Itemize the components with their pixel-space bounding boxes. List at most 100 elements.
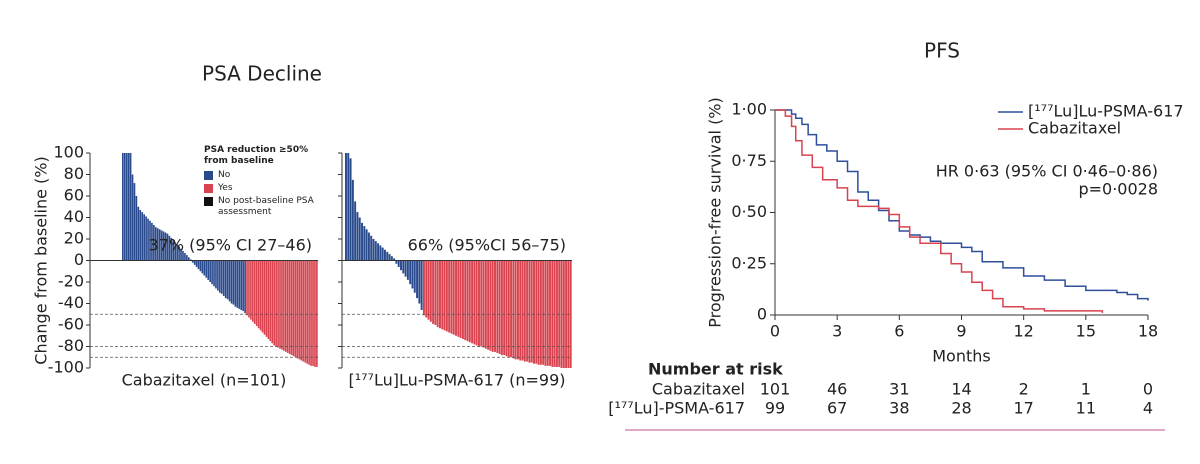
- bar: [404, 260, 407, 277]
- bar: [296, 260, 299, 359]
- bar: [207, 260, 210, 280]
- bar: [455, 260, 458, 336]
- bar: [526, 260, 529, 362]
- bar: [230, 260, 233, 304]
- bar: [137, 206, 140, 261]
- bar: [422, 260, 425, 316]
- bar: [308, 260, 310, 365]
- bar: [131, 174, 134, 261]
- bar: [436, 260, 439, 328]
- bar: [397, 260, 400, 267]
- bar: [217, 260, 219, 291]
- bar: [168, 235, 171, 261]
- bar: [416, 260, 419, 299]
- x-tick-label: 18: [1138, 322, 1158, 341]
- bar: [365, 229, 368, 261]
- y-tick-label: 0: [757, 305, 767, 324]
- bar: [257, 260, 260, 329]
- y-axis-label: Progression-free survival (%): [706, 97, 725, 328]
- bar: [267, 260, 270, 339]
- bar: [197, 260, 200, 270]
- legend-label: [¹⁷⁷Lu]Lu-PSMA-617: [1028, 102, 1184, 121]
- bar: [519, 260, 522, 361]
- bar: [232, 260, 235, 305]
- legend-label: Yes: [218, 183, 233, 193]
- bar: [184, 252, 186, 261]
- bar: [565, 260, 568, 368]
- bar: [468, 260, 471, 343]
- bar: [153, 225, 155, 261]
- bar: [514, 260, 517, 360]
- bar: [186, 255, 188, 261]
- bar: [400, 260, 402, 271]
- bar: [452, 260, 455, 335]
- bar: [367, 232, 370, 261]
- y-tick-label: -40: [58, 293, 84, 312]
- bar: [439, 260, 441, 329]
- bar: [443, 260, 446, 331]
- bar: [187, 257, 190, 261]
- bar: [261, 260, 264, 333]
- bar: [174, 242, 177, 261]
- bar: [316, 260, 318, 367]
- risk-count: 2: [1019, 380, 1029, 399]
- bar: [542, 260, 545, 365]
- risk-count: 31: [889, 380, 909, 399]
- bar: [427, 260, 430, 320]
- bar: [528, 260, 531, 363]
- risk-count: 101: [760, 380, 791, 399]
- chart-title: PSA Decline: [202, 62, 322, 86]
- legend-entry: No post-baseline PSA assessment: [204, 196, 314, 218]
- bar: [409, 260, 412, 285]
- x-tick-label: 3: [832, 322, 842, 341]
- bar: [283, 260, 285, 351]
- bar: [354, 201, 357, 261]
- bar: [395, 260, 398, 264]
- x-axis-label: Months: [932, 347, 990, 366]
- bar: [143, 214, 145, 261]
- bar: [381, 247, 384, 261]
- bar: [253, 260, 256, 324]
- bar: [482, 260, 485, 348]
- bar: [471, 260, 474, 344]
- bar: [500, 260, 503, 356]
- bar: [432, 260, 435, 324]
- risk-count: 0: [1143, 380, 1153, 399]
- bar: [156, 228, 159, 261]
- survival-curve: [775, 109, 1104, 313]
- bar: [363, 226, 366, 261]
- bar: [505, 260, 508, 357]
- bar: [466, 260, 469, 342]
- bar: [259, 260, 262, 331]
- bar: [147, 218, 149, 261]
- bar: [205, 260, 208, 278]
- y-tick-label: 100: [53, 143, 84, 162]
- bar: [507, 260, 510, 358]
- legend-label: No: [218, 170, 231, 180]
- y-tick-label: 1·00: [731, 100, 767, 119]
- bar: [553, 260, 556, 367]
- bar: [406, 260, 409, 280]
- bar: [450, 260, 453, 334]
- bar: [473, 260, 476, 345]
- bar: [459, 260, 462, 338]
- risk-count: 38: [889, 399, 909, 418]
- bar: [125, 153, 128, 261]
- bar: [139, 209, 142, 261]
- x-tick-label: 9: [956, 322, 966, 341]
- bar: [434, 260, 437, 325]
- bar: [170, 237, 173, 261]
- bar: [512, 260, 515, 359]
- bar: [358, 217, 361, 261]
- bar: [457, 260, 460, 337]
- bar: [224, 260, 227, 299]
- bar: [162, 231, 165, 261]
- risk-count: 11: [1076, 399, 1096, 418]
- y-tick-label: 40: [64, 207, 84, 226]
- bar: [250, 260, 252, 320]
- bar: [425, 260, 428, 318]
- bar: [294, 260, 297, 358]
- bar: [546, 260, 549, 366]
- bar: [135, 196, 138, 261]
